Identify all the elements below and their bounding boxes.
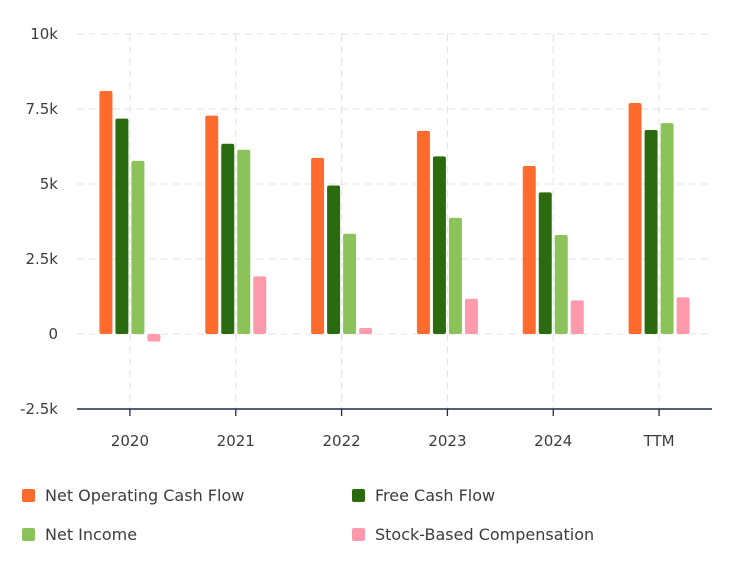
- bar: [570, 300, 584, 334]
- x-tick-label: TTM: [643, 432, 675, 450]
- bar: [644, 130, 658, 334]
- bar: [432, 156, 446, 334]
- bar: [343, 233, 357, 334]
- bar: [554, 235, 568, 334]
- bar: [253, 276, 267, 334]
- bar: [676, 297, 690, 334]
- bar: [448, 217, 462, 334]
- y-tick-label: 5k: [40, 175, 59, 193]
- bar: [660, 123, 674, 334]
- x-tick-label: 2023: [428, 432, 466, 450]
- y-tick-label: 7.5k: [25, 100, 58, 118]
- bar: [99, 91, 113, 334]
- bar: [205, 115, 219, 334]
- bar: [237, 149, 251, 334]
- bar: [311, 157, 325, 334]
- x-tick-label: 2021: [217, 432, 255, 450]
- bar: [416, 130, 430, 334]
- bar: [359, 328, 373, 334]
- y-tick-label: 10k: [30, 25, 58, 43]
- bar: [221, 143, 235, 334]
- bar: [115, 118, 129, 334]
- x-tick-label: 2020: [111, 432, 149, 450]
- y-tick-label: -2.5k: [20, 400, 58, 418]
- bar: [131, 160, 145, 334]
- bar: [147, 334, 161, 342]
- x-tick-label: 2022: [322, 432, 360, 450]
- y-tick-label: 2.5k: [25, 250, 58, 268]
- y-tick-label: 0: [48, 325, 58, 343]
- bar: [464, 298, 478, 334]
- bar: [538, 192, 552, 334]
- x-tick-label: 2024: [534, 432, 572, 450]
- bar: [522, 166, 536, 334]
- bar: [628, 103, 642, 334]
- bar: [327, 185, 341, 334]
